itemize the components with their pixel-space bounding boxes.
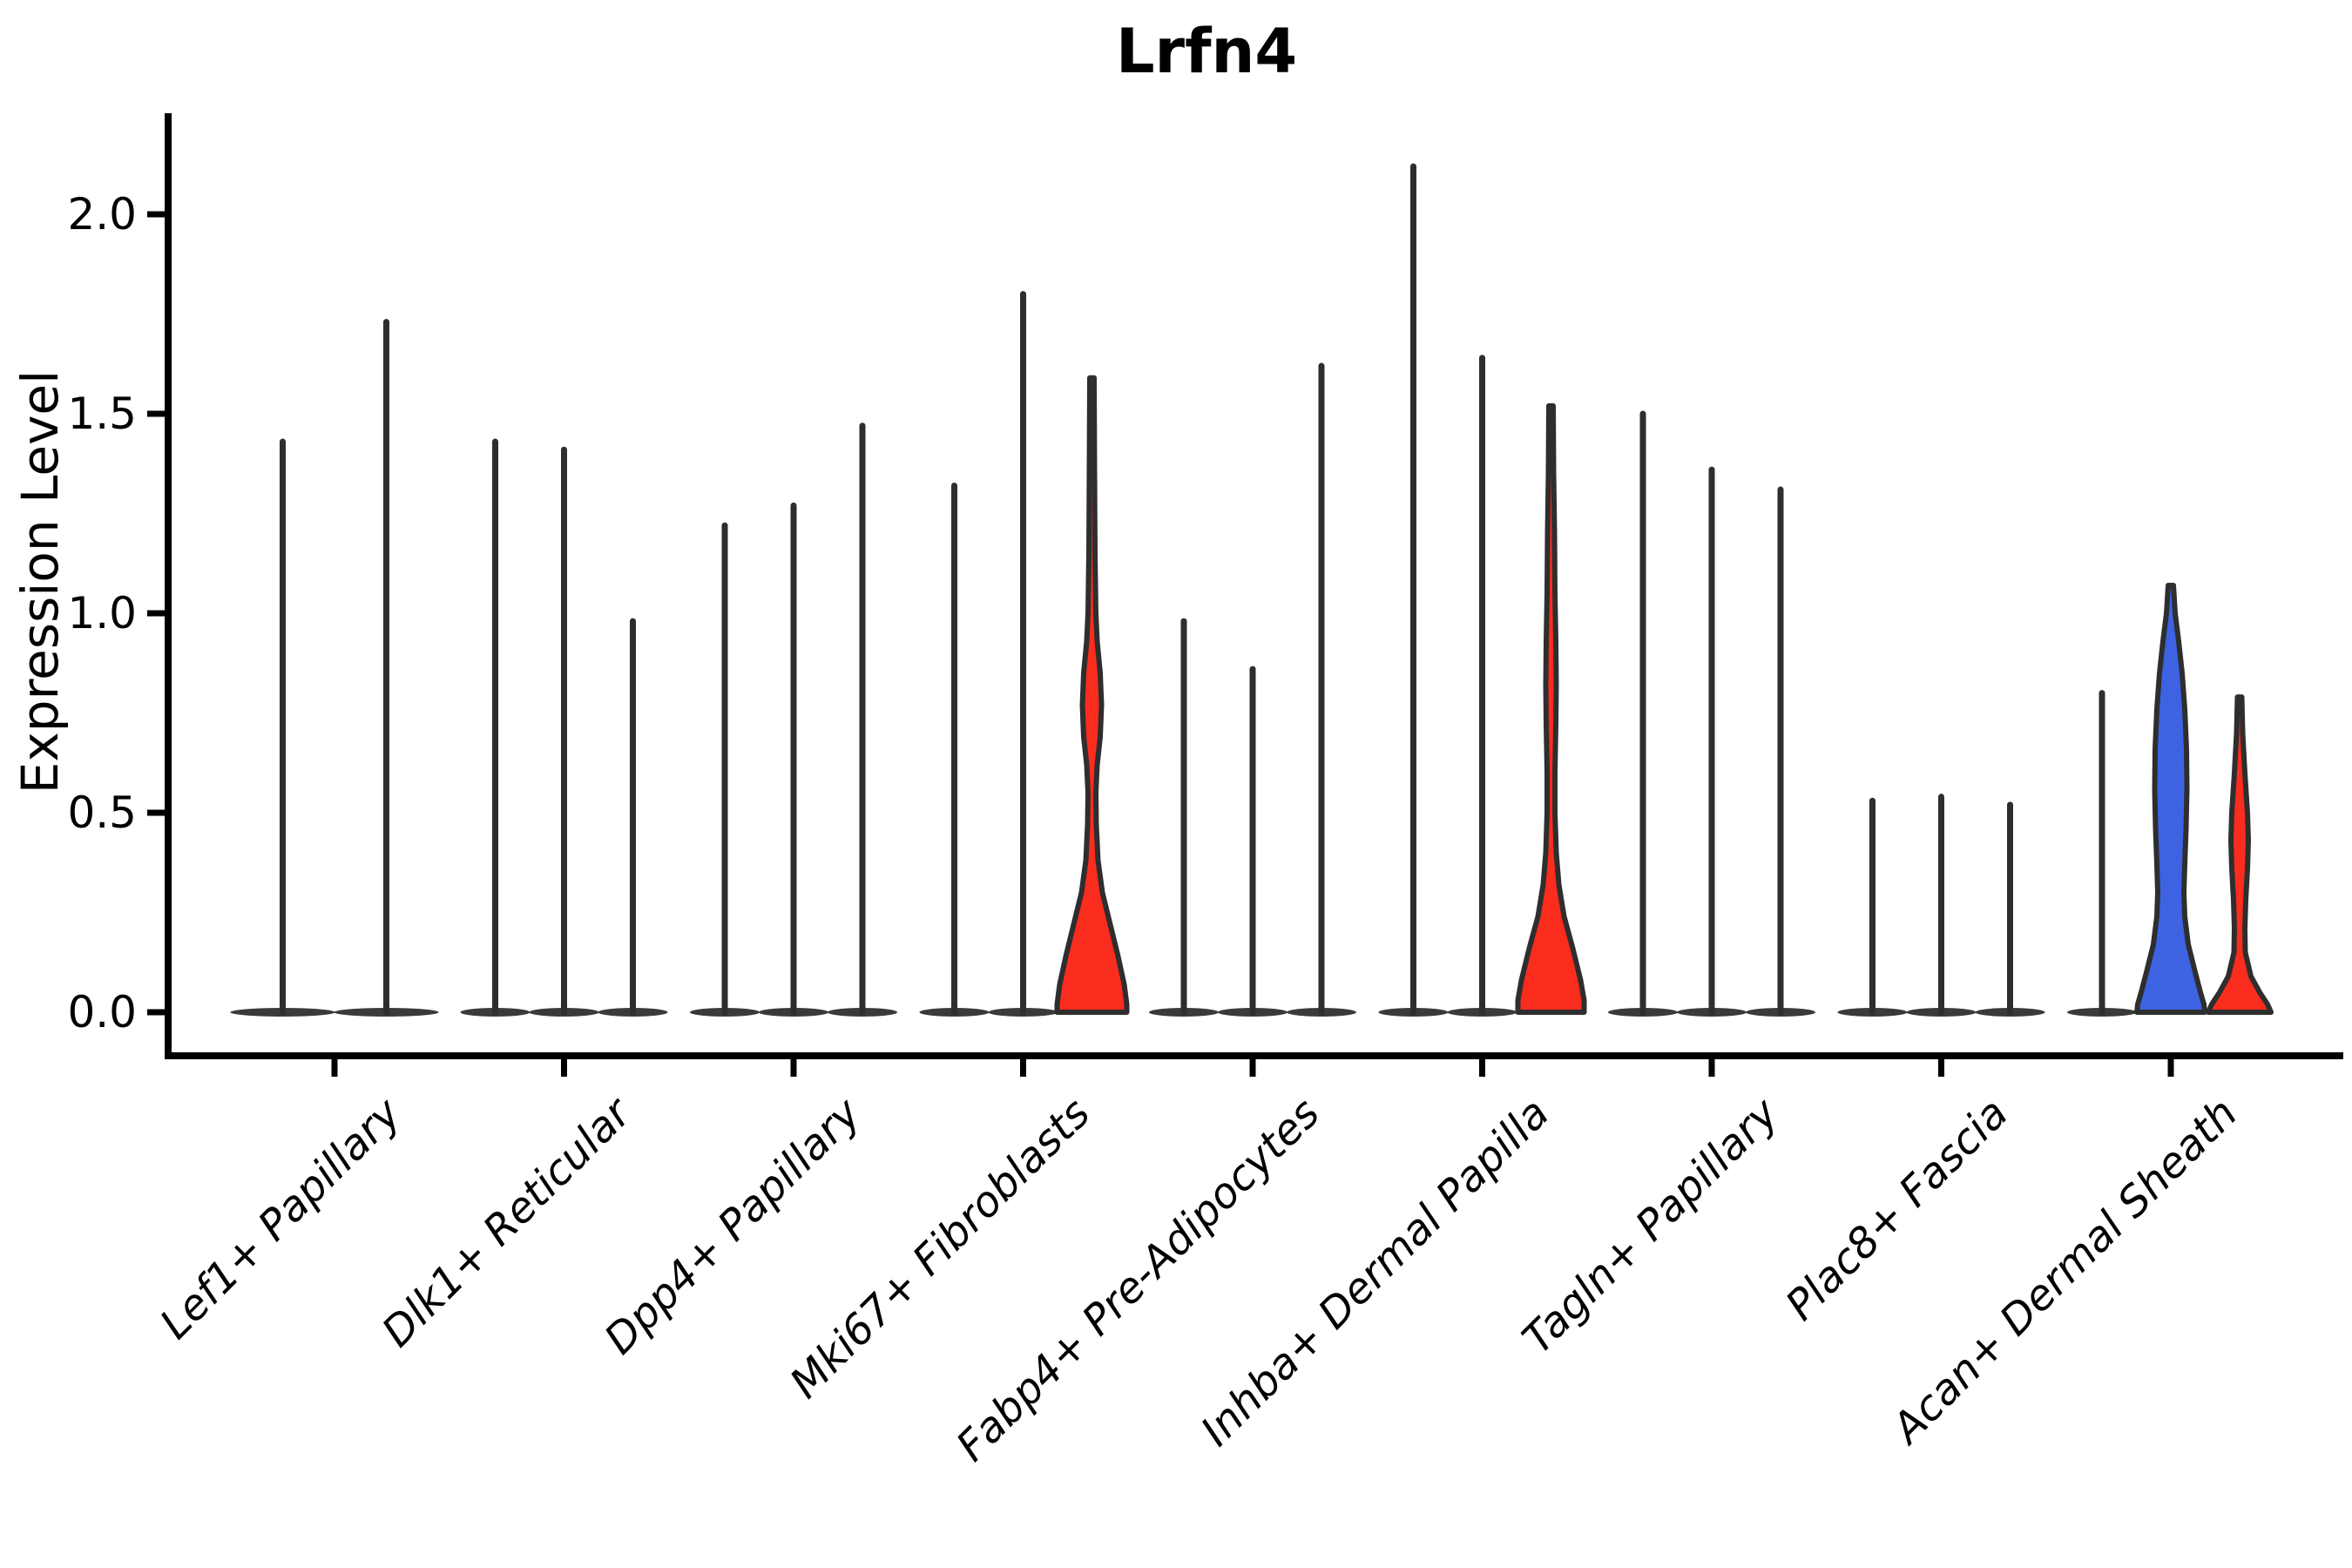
y-tick [147,809,165,816]
x-tick [1479,1059,1485,1077]
y-tick-label: 2.0 [67,189,137,240]
y-tick-label: 0.0 [67,987,137,1037]
violin-body-red [1054,375,1130,1015]
x-tick [331,1059,338,1077]
y-tick-label: 1.0 [67,588,137,639]
y-tick [147,1009,165,1016]
y-tick [147,610,165,617]
x-tick [790,1059,797,1077]
violin-body-red [1515,402,1587,1015]
y-tick-label: 1.5 [67,389,137,439]
x-tick [1938,1059,1944,1077]
violin-body-blue [2134,582,2207,1015]
chart-title: Lrfn4 [1115,16,1298,87]
x-tick [561,1059,567,1077]
violin-body-red [2206,694,2274,1015]
y-tick [147,211,165,218]
y-tick [147,410,165,417]
x-tick [2167,1059,2174,1077]
x-tick [1249,1059,1256,1077]
y-axis-spine [165,113,172,1059]
y-tick-label: 0.5 [67,787,137,838]
x-tick [1020,1059,1026,1077]
x-tick [1708,1059,1715,1077]
x-axis-spine [165,1052,2343,1059]
